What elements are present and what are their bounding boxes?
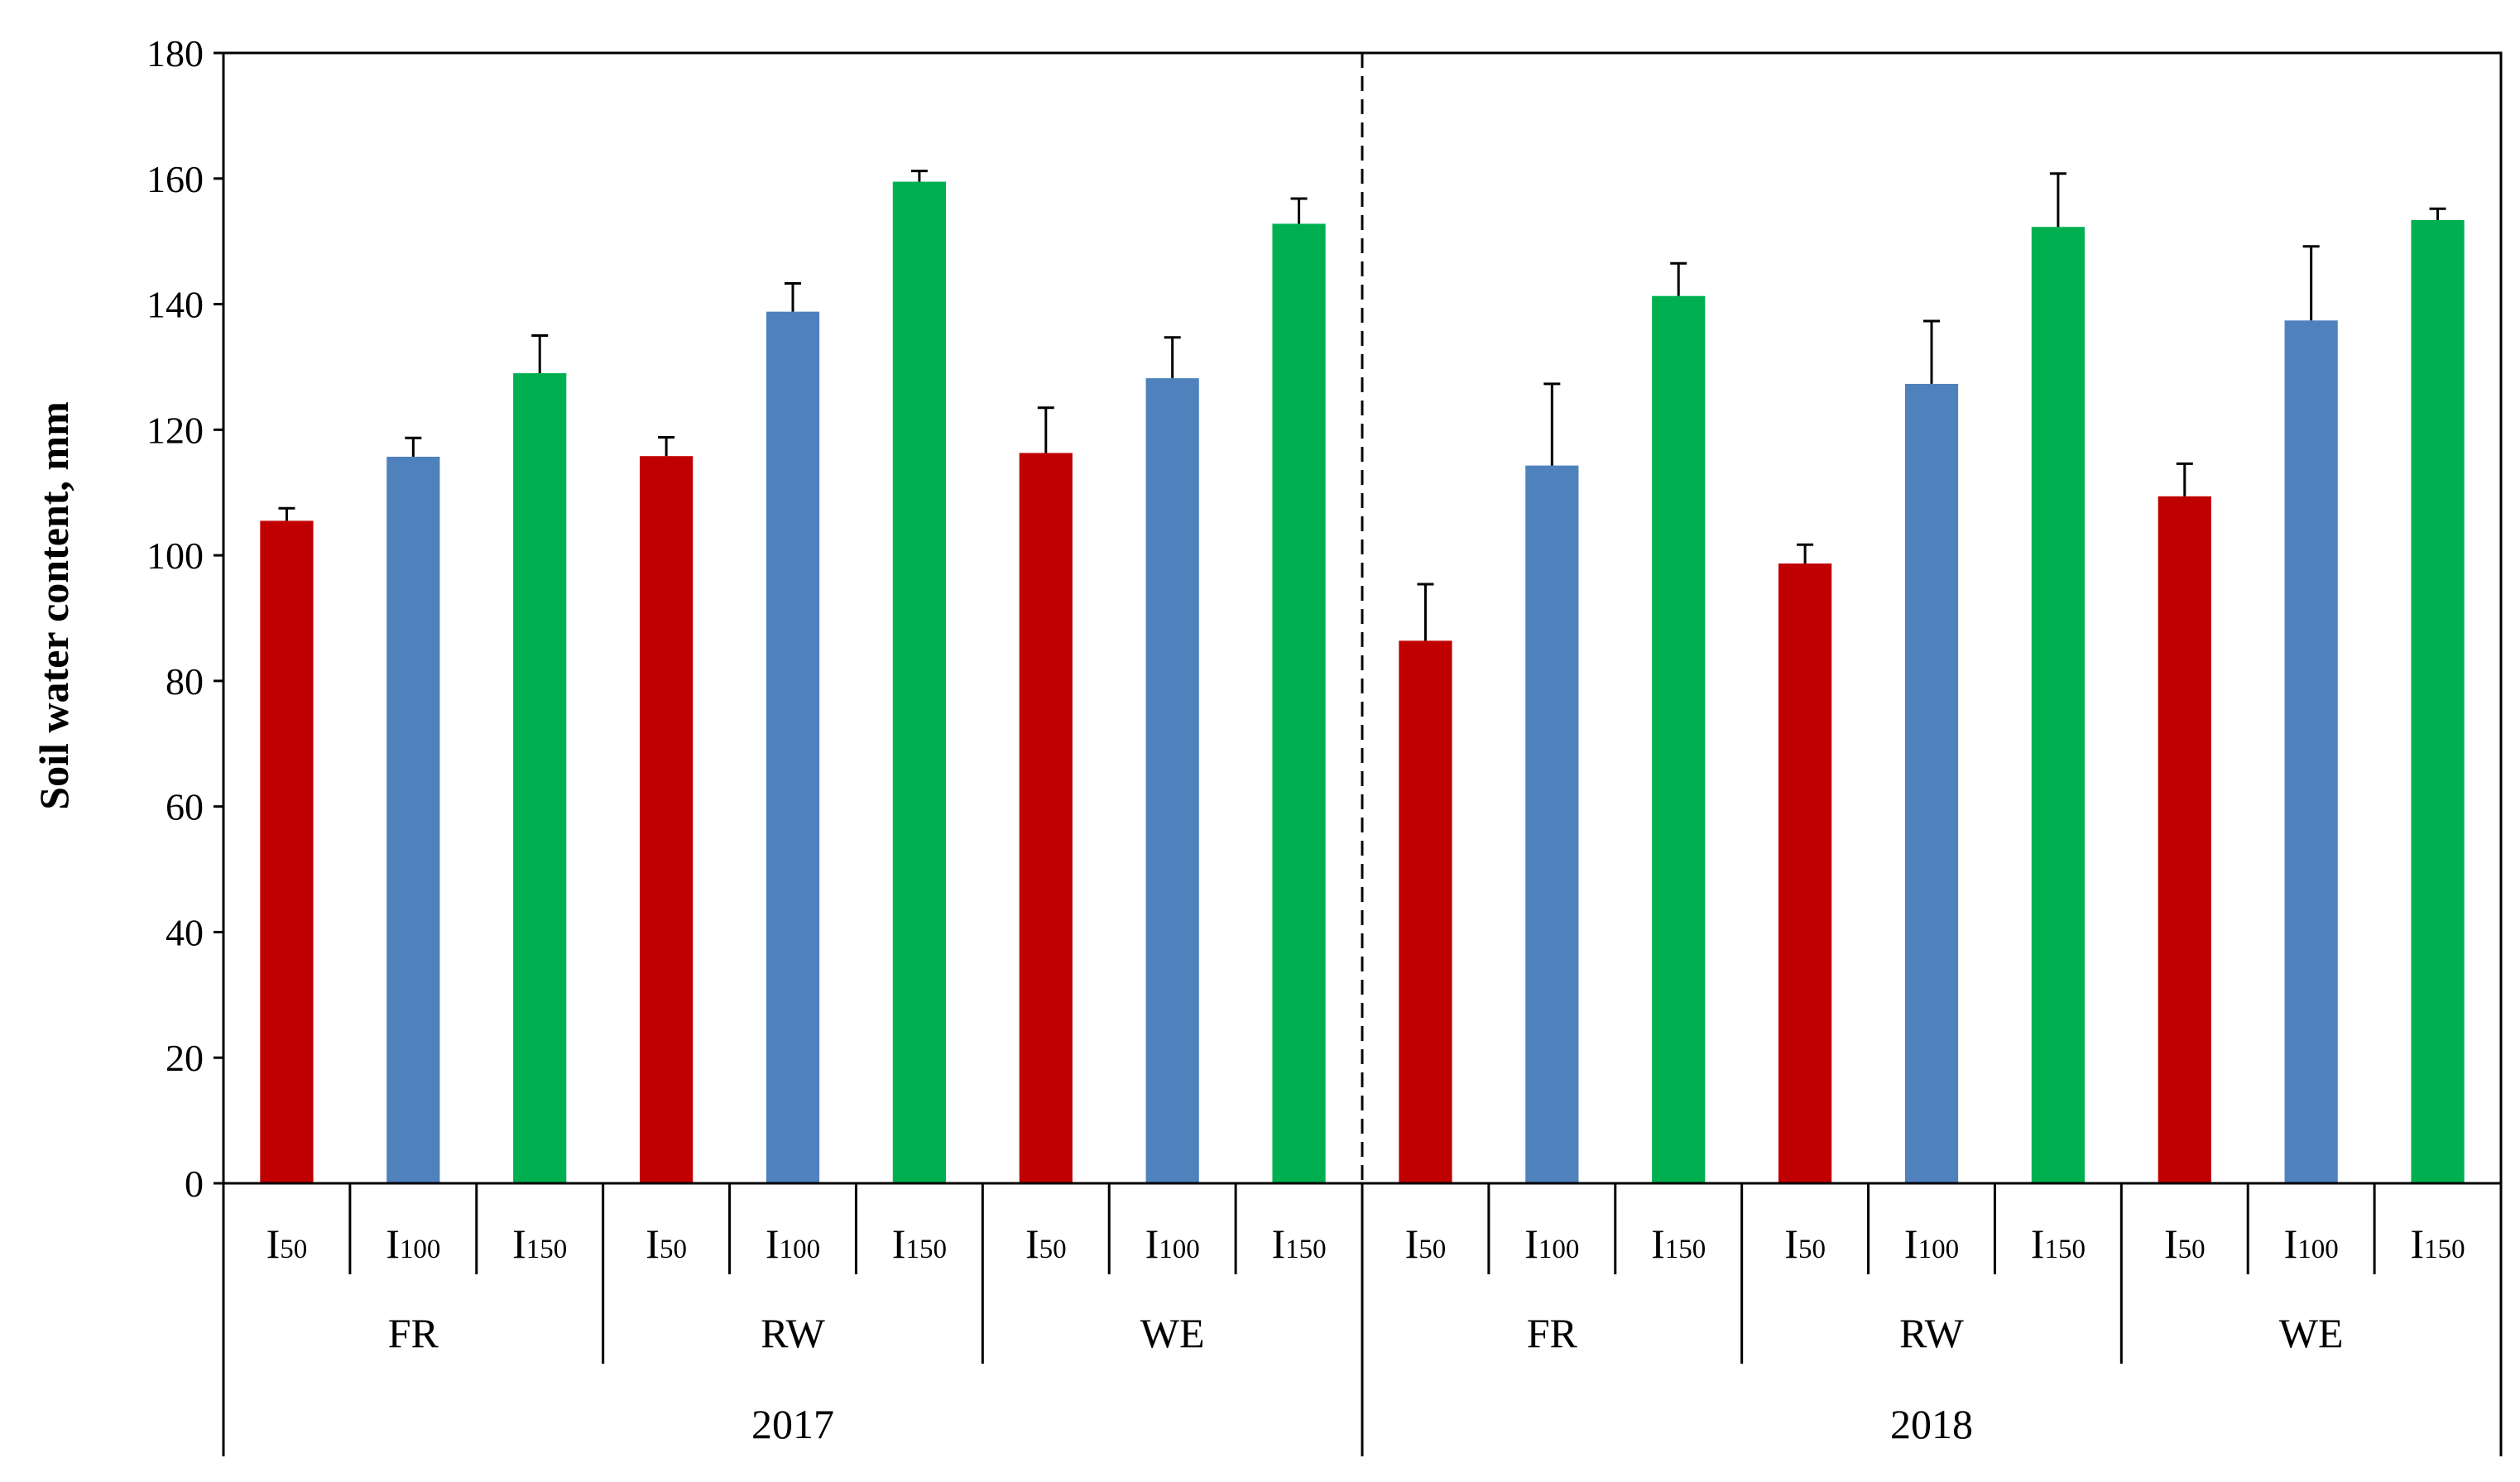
- year-label: 2018: [1890, 1401, 1973, 1447]
- bar: [1145, 378, 1199, 1183]
- bar: [766, 311, 820, 1183]
- bars: [260, 53, 2465, 1184]
- x-tick-label: I150: [1271, 1221, 1326, 1267]
- x-tick-label: I100: [386, 1221, 440, 1267]
- y-tick-label: 140: [146, 284, 204, 326]
- bar: [2284, 320, 2338, 1184]
- system-label: FR: [1527, 1310, 1578, 1356]
- y-tick-label: 0: [185, 1163, 204, 1205]
- x-tick-label: I150: [512, 1221, 567, 1267]
- bar: [513, 373, 567, 1183]
- y-tick-label: 180: [146, 32, 204, 74]
- x-tick-label: I100: [1904, 1221, 1959, 1267]
- x-axis: I50 I100 I150 I50 I100 I150 I50 I100 I150 I50 I100…: [222, 1182, 2503, 1456]
- x-tick-label: I50: [646, 1221, 687, 1267]
- x-tick-label: I100: [766, 1221, 820, 1267]
- y-tick-label: 120: [146, 409, 204, 451]
- bar: [2031, 227, 2085, 1184]
- bar: [386, 456, 440, 1183]
- x-tick-label: I100: [1145, 1221, 1200, 1267]
- bar: [1778, 563, 1832, 1183]
- x-tick-label: I50: [1784, 1221, 1826, 1267]
- y-tick-label: 20: [166, 1037, 204, 1079]
- bar: [640, 456, 694, 1183]
- bar: [1019, 453, 1073, 1183]
- bar: [1652, 295, 1706, 1184]
- x-tick-label: I150: [2410, 1221, 2465, 1267]
- system-label: FR: [388, 1310, 439, 1356]
- y-tick-label: 100: [146, 535, 204, 577]
- x-tick-label: I100: [1524, 1221, 1579, 1267]
- y-axis: 0 20 40 60 80 100 120 140 160 180: [146, 32, 2503, 1205]
- bar: [892, 181, 946, 1183]
- y-tick-label: 80: [166, 660, 204, 703]
- system-label: WE: [1140, 1310, 1205, 1356]
- bar: [2158, 496, 2211, 1183]
- x-tick-label: I50: [2164, 1221, 2206, 1267]
- bar: [1904, 383, 1959, 1183]
- y-tick-label: 40: [166, 911, 204, 953]
- bar: [2411, 219, 2465, 1183]
- bar: [260, 520, 314, 1183]
- x-tick-label: I150: [2031, 1221, 2086, 1267]
- system-label: WE: [2279, 1310, 2344, 1356]
- x-tick-label: I100: [2284, 1221, 2339, 1267]
- y-tick-label: 160: [146, 158, 204, 200]
- y-tick-label: 60: [166, 786, 204, 828]
- bar: [1272, 223, 1326, 1184]
- y-axis-label: Soil water content, mm: [31, 401, 77, 809]
- x-tick-label: I50: [1025, 1221, 1067, 1267]
- x-tick-label: I150: [1651, 1221, 1706, 1267]
- x-tick-label: I150: [892, 1221, 947, 1267]
- x-tick-label: I50: [1405, 1221, 1447, 1267]
- bar: [1525, 465, 1579, 1183]
- x-tick-label: I50: [266, 1221, 308, 1267]
- year-label: 2017: [751, 1401, 834, 1447]
- system-label: RW: [1899, 1310, 1965, 1356]
- system-label: RW: [761, 1310, 826, 1356]
- bar: [1399, 640, 1452, 1183]
